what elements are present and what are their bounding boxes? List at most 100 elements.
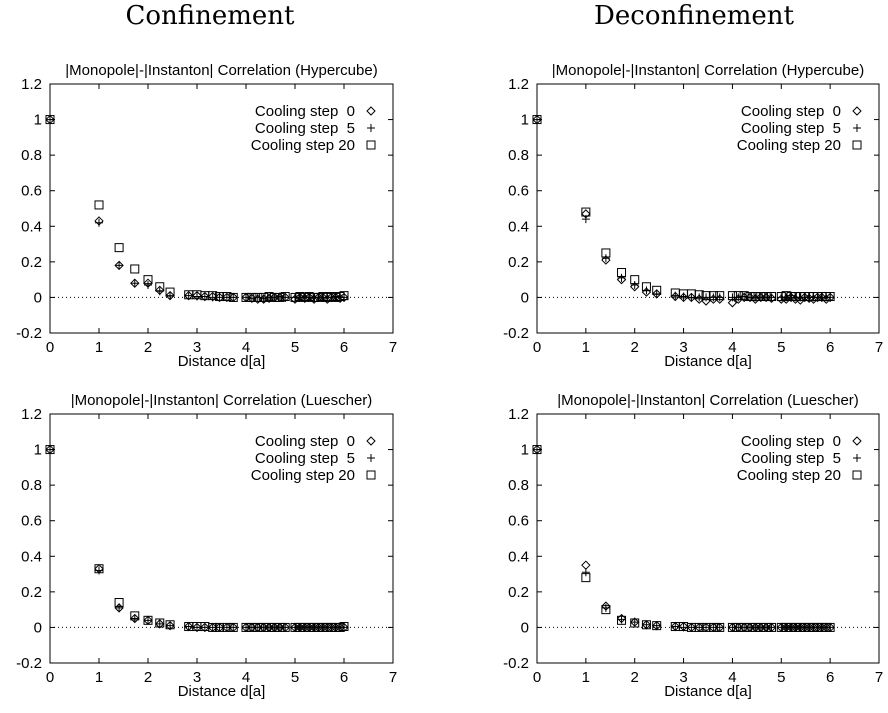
confinement-hypercube-point-square [208,291,218,301]
confinement-luescher-point-square [241,622,251,632]
confinement-luescher-point-square [155,618,165,628]
deconfinement-hypercube-ytick-label: 1 [521,112,529,129]
deconfinement-hypercube-legend-label: Cooling step 0 [741,103,841,120]
deconfinement-hypercube-legend-diamond-marker [852,106,862,116]
deconfinement-luescher-ytick-label: 0 [521,619,529,636]
deconfinement-hypercube-point-square [701,291,711,301]
confinement-luescher-xtick-label: 1 [95,669,103,686]
deconfinement-luescher-point-square [641,620,651,630]
confinement-luescher-point-diamond [200,622,210,633]
deconfinement-hypercube-point-diamond [825,292,835,303]
confinement-hypercube-point-square [339,291,349,301]
deconfinement-hypercube-point-square [781,291,791,301]
deconfinement-luescher-point-square [739,622,749,632]
confinement-luescher-ytick-label: 0.4 [21,548,42,565]
deconfinement-luescher-xtick-label: 1 [582,669,590,686]
deconfinement-hypercube-ytick-label: 0.6 [508,183,529,200]
deconfinement-luescher-legend-label: Cooling step 20 [737,467,841,484]
confinement-luescher-ytick-label: 1.2 [21,406,42,423]
deconfinement-luescher-xtick-label: 0 [533,669,541,686]
confinement-hypercube-point-square [269,292,279,302]
confinement-hypercube-legend-square-marker [366,140,376,150]
confinement-luescher-point-square [290,622,300,632]
confinement-hypercube-xtick-label: 0 [46,339,54,356]
confinement-hypercube-legend-label: Cooling step 20 [251,137,355,154]
deconfinement-hypercube-xtick-label: 2 [631,339,639,356]
confinement-hypercube-ytick-label: -0.2 [16,325,42,342]
deconfinement-luescher-point-square [715,622,725,632]
deconfinement-luescher-legend-label: Cooling step 0 [741,433,841,450]
confinement-hypercube-point-square [228,292,238,302]
deconfinement-hypercube-point-plus [679,292,688,301]
deconfinement-luescher-title: |Monopole|-|Instanton| Correlation (Lues… [557,392,859,409]
deconfinement-luescher-point-plus [687,623,696,632]
deconfinement-luescher-point-square [790,622,800,632]
confinement-luescher-xtick-label: 7 [389,669,397,686]
confinement-hypercube-xtick-label: 6 [340,339,348,356]
confinement-luescher-point-square [222,622,232,632]
confinement-luescher-point-plus [281,623,290,632]
confinement-luescher-point-square [228,622,238,632]
confinement-luescher-legend-plus-marker [367,454,375,462]
confinement-luescher-point-square [143,615,153,625]
deconfinement-hypercube-legend-label: Cooling step 5 [741,120,841,137]
confinement-luescher-point-square [94,564,104,574]
chart-deconfinement-luescher: |Monopole|-|Instanton| Correlation (Lues… [503,392,883,700]
deconfinement-luescher-point-square [652,621,662,631]
deconfinement-hypercube-point-diamond [761,292,771,303]
deconfinement-luescher-xtick-label: 7 [875,669,883,686]
confinement-luescher-point-square [165,620,175,630]
deconfinement-luescher-legend-diamond-marker [852,436,862,446]
confinement-hypercube-point-plus [115,261,124,270]
deconfinement-hypercube-point-square [641,282,651,292]
deconfinement-hypercube-point-square [715,291,725,301]
confinement-luescher-xtick-label: 6 [340,669,348,686]
deconfinement-luescher-ytick-label: -0.2 [503,655,529,672]
confinement-luescher-point-square [295,622,305,632]
deconfinement-hypercube-point-square [733,291,743,301]
confinement-luescher-xtick-label: 4 [242,669,250,686]
confinement-hypercube-ytick-label: 1 [34,112,42,129]
deconfinement-hypercube-plot-frame [536,83,880,334]
confinement-luescher-xtick-label: 0 [46,669,54,686]
deconfinement-hypercube-point-plus [671,291,680,300]
confinement-hypercube-xtick-label: 1 [95,339,103,356]
confinement-luescher-xtick-label: 5 [291,669,299,686]
confinement-hypercube-point-plus [253,293,262,302]
confinement-hypercube-point-plus [193,292,201,301]
deconfinement-luescher-x-axis-label: Distance d[a] [664,683,752,700]
confinement-hypercube-point-square [275,292,285,302]
deconfinement-hypercube-point-square [617,268,627,278]
confinement-hypercube-legend-label: Cooling step 0 [255,103,355,120]
deconfinement-luescher-point-square [756,622,766,632]
deconfinement-luescher-plot-frame [536,413,880,664]
deconfinement-hypercube-xtick-label: 4 [728,339,736,356]
deconfinement-luescher-xtick-label: 6 [826,669,834,686]
deconfinement-hypercube-ytick-label: 0.2 [508,254,529,271]
confinement-luescher-xtick-label: 2 [144,669,152,686]
confinement-hypercube-point-square [114,243,124,253]
confinement-hypercube-xtick-label: 5 [291,339,299,356]
confinement-hypercube-point-square [290,292,300,302]
deconfinement-luescher-ytick-label: 0.6 [508,513,529,530]
deconfinement-luescher-xtick-label: 4 [728,669,736,686]
confinement-luescher-point-square [304,622,314,632]
confinement-luescher-legend-diamond-marker [366,436,376,446]
confinement-hypercube-point-plus [95,218,103,227]
deconfinement-hypercube-legend-plus-marker [853,124,861,132]
deconfinement-hypercube-point-square [776,292,786,302]
confinement-hypercube-point-plus [130,279,139,288]
deconfinement-hypercube-point-plus [601,254,610,263]
deconfinement-hypercube-point-square [761,292,771,302]
deconfinement-hypercube-point-plus [630,280,639,289]
deconfinement-luescher-legend-square-marker [852,470,862,480]
confinement-luescher-point-square [208,622,218,632]
confinement-luescher-point-plus [144,616,152,625]
confinement-luescher-point-square [45,445,55,455]
deconfinement-luescher-point-plus [652,621,661,630]
confinement-luescher-legend-label: Cooling step 20 [251,467,355,484]
deconfinement-luescher-point-square [781,622,791,632]
deconfinement-hypercube-point-diamond [686,292,697,303]
deconfinement-luescher-point-square [630,618,640,628]
confinement-hypercube-point-square [45,115,55,125]
